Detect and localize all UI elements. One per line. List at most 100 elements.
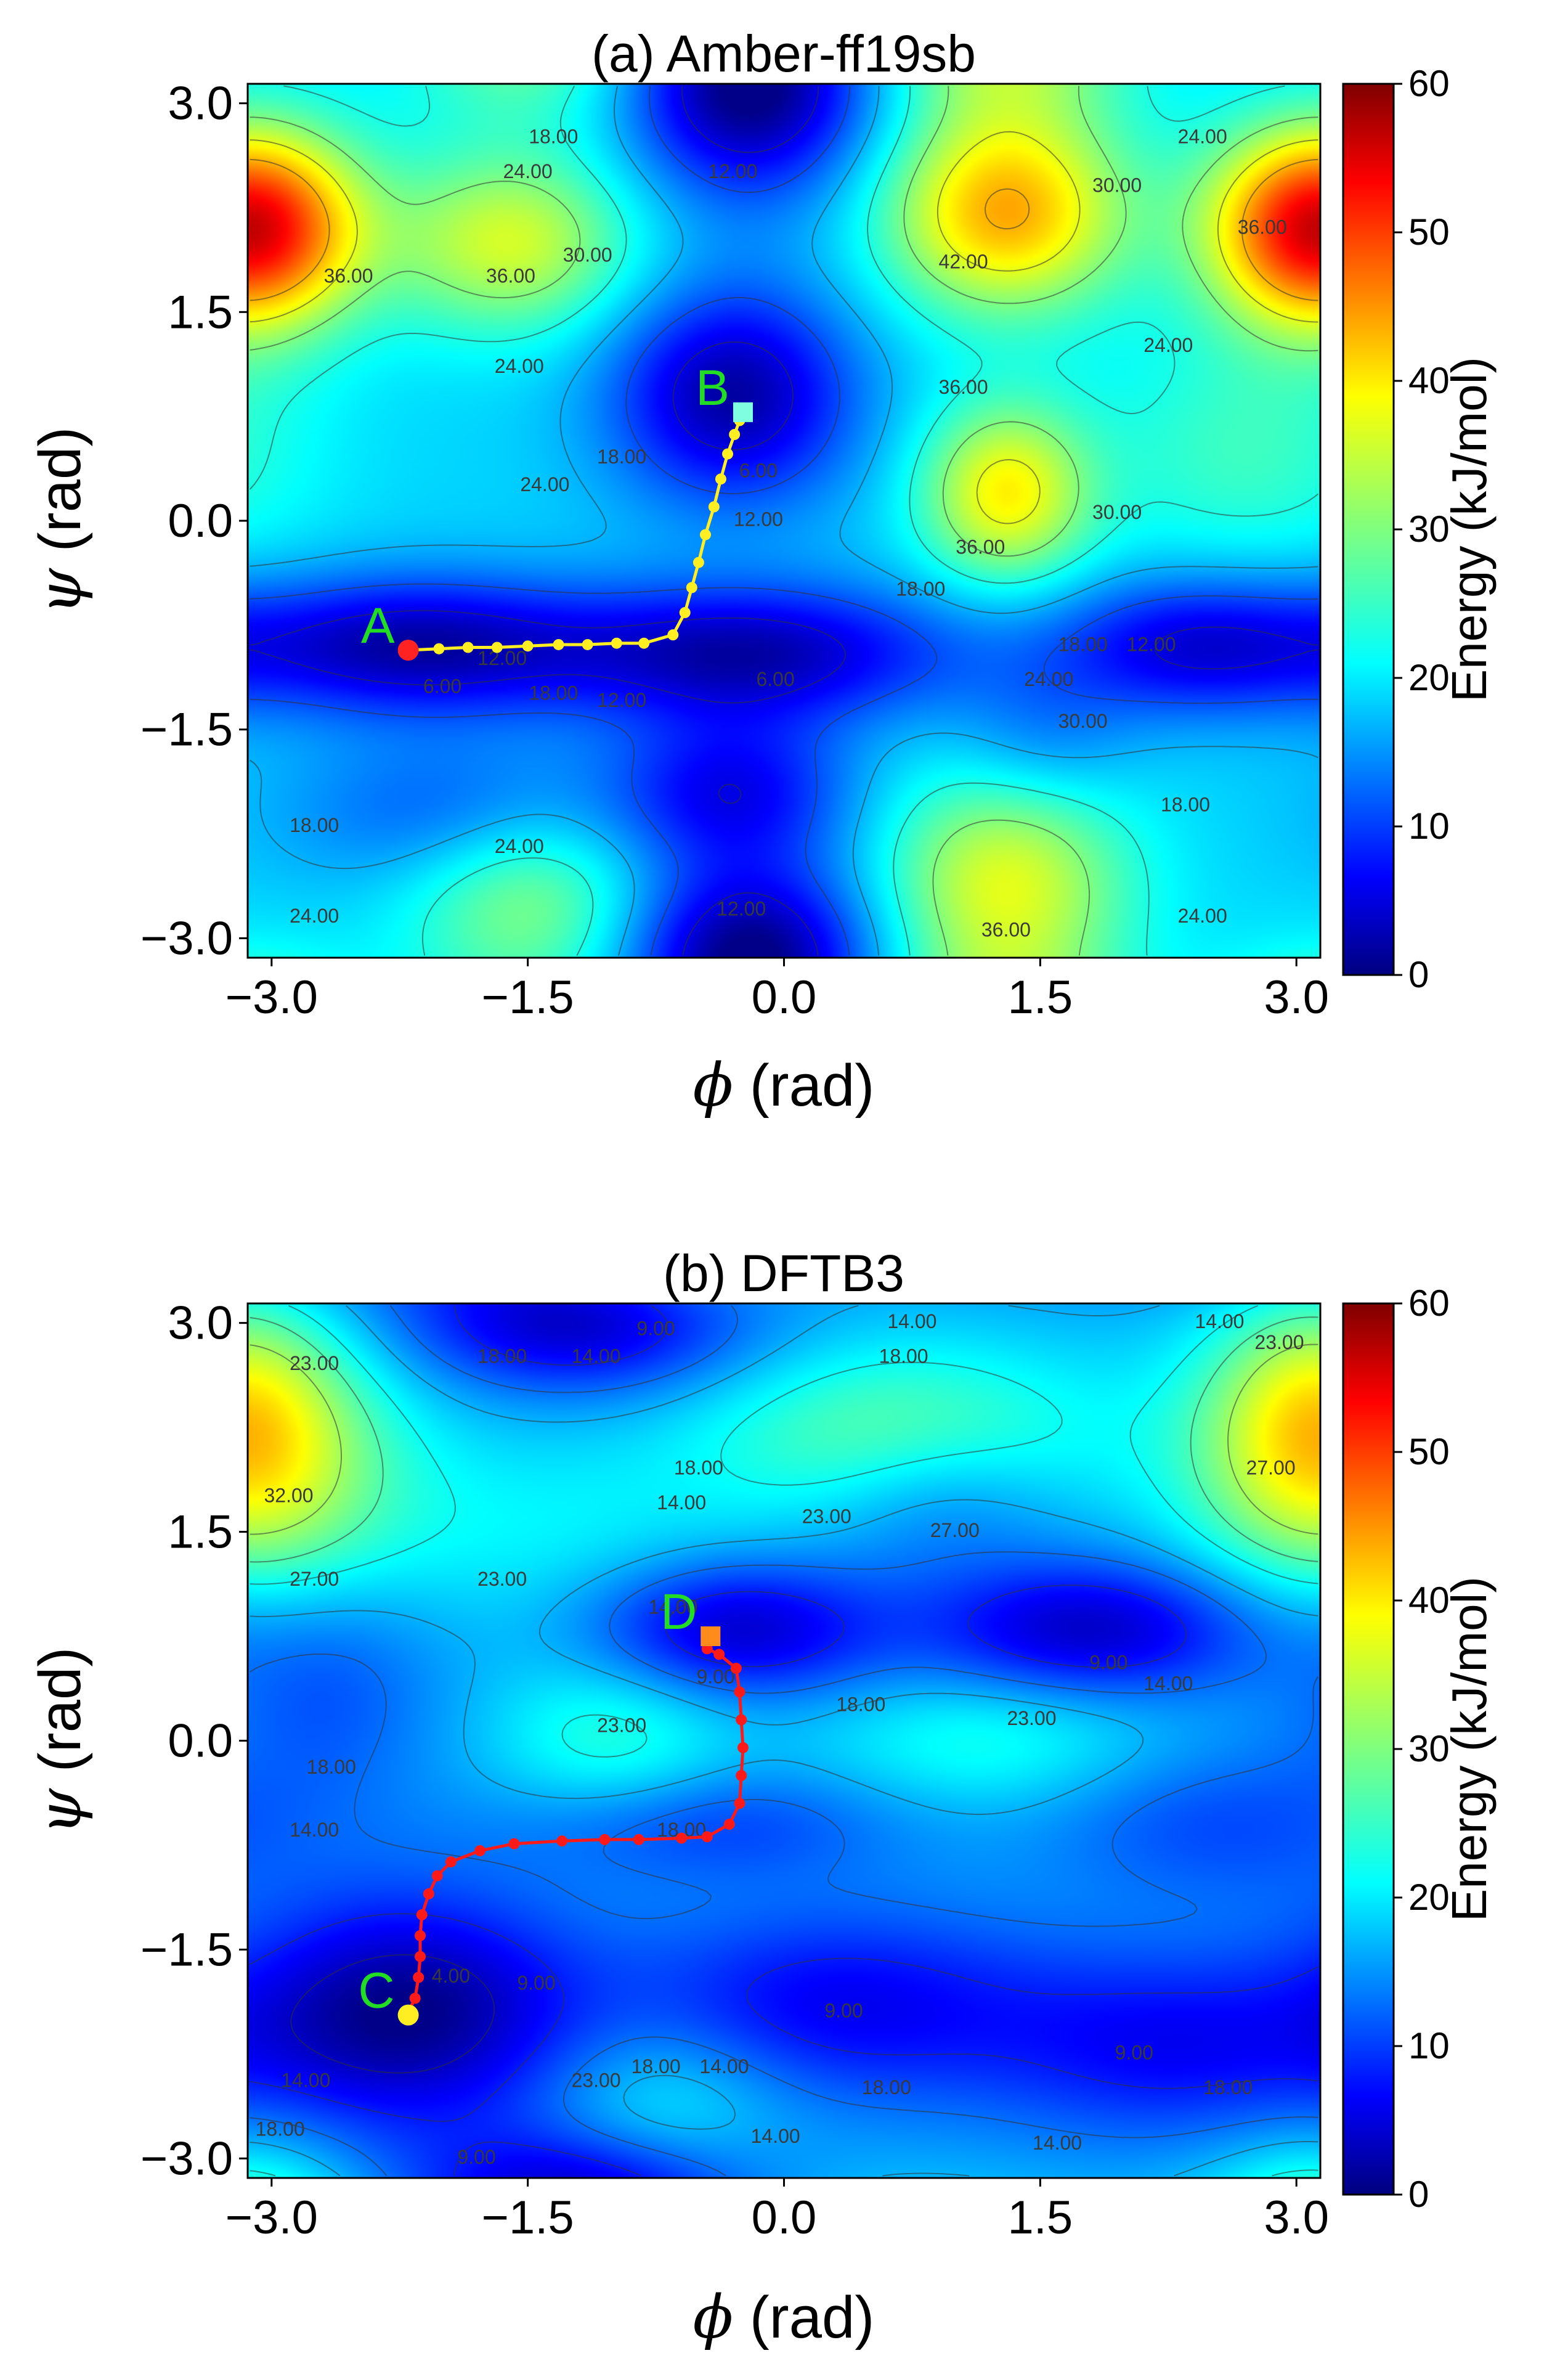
reaction-path-node <box>582 638 593 650</box>
colorbar-tick-label: 20 <box>1408 657 1450 698</box>
colorbar-tick-label: 0 <box>1408 954 1429 995</box>
colorbar-tick-label: 30 <box>1408 1728 1450 1769</box>
endpoint-marker-A <box>397 639 419 661</box>
endpoint-label-C: C <box>358 1963 394 2019</box>
contour-label: 12.00 <box>734 508 783 530</box>
panel-a-colorbar: 60 50 40 30 20 10 0 Energy (kJ/mol) <box>1342 63 1497 995</box>
contour-label: 6.00 <box>739 459 778 481</box>
contour-label: 9.00 <box>1089 1652 1127 1674</box>
contour-label: 14.00 <box>281 2069 330 2092</box>
contour-label: 12.00 <box>1127 634 1176 656</box>
contour-line <box>250 1305 1318 2177</box>
reaction-path-node <box>734 1798 745 1809</box>
contour-label: 18.00 <box>290 814 339 836</box>
panel-a-x-axis-label: ϕ (rad) <box>693 1051 875 1120</box>
contour-label: 24.00 <box>503 160 553 182</box>
reaction-path-node <box>713 1649 725 1660</box>
contour-label: 18.00 <box>256 2118 305 2140</box>
contour-label: 18.00 <box>597 446 646 468</box>
contour-label: 23.00 <box>1007 1707 1056 1729</box>
contour-label: 18.00 <box>529 682 578 704</box>
reaction-path-node <box>722 448 734 460</box>
reaction-path-node <box>491 642 503 653</box>
contour-label: 9.00 <box>824 2000 863 2022</box>
contour-label: 14.00 <box>648 1596 697 1618</box>
contour-label: 24.00 <box>495 355 544 377</box>
x-tick-label: 0.0 <box>752 2192 817 2244</box>
x-tick-label: −1.5 <box>482 971 574 1024</box>
colorbar-tick-label: 50 <box>1408 211 1450 253</box>
contour-label: 27.00 <box>930 1519 980 1541</box>
contour-label: 9.00 <box>1115 2041 1153 2063</box>
contour-label: 23.00 <box>802 1505 851 1527</box>
colorbar-tick-label: 60 <box>1408 63 1450 104</box>
contour-label: 42.00 <box>939 251 988 273</box>
endpoint-label-B: B <box>696 360 729 416</box>
panel-b: (b) DFTB3 9.00 14.00 18.00 23.00 14.00 18.00 1… <box>25 1244 1497 2352</box>
x-tick-label: −3.0 <box>225 2192 318 2244</box>
colorbar-tick-label: 50 <box>1408 1431 1450 1472</box>
reaction-path-node <box>736 1769 747 1781</box>
contour-label: 4.00 <box>432 1965 470 1987</box>
colorbar-tick-label: 10 <box>1408 2025 1450 2066</box>
reaction-path-node <box>701 1831 713 1843</box>
panel-a-title: (a) Amber-ff19sb <box>591 25 976 83</box>
contour-label: 14.00 <box>1033 2132 1082 2154</box>
panel-b-colorbar-label: Energy (kJ/mol) <box>1442 1576 1497 1922</box>
contour-label: 14.00 <box>290 1819 339 1841</box>
contour-label: 9.00 <box>636 1317 675 1339</box>
panel-b-energy-heatmap <box>248 1303 1320 2178</box>
contour-label: 18.00 <box>879 1345 928 1368</box>
contour-line <box>250 1305 1318 2177</box>
colorbar-tick-label: 40 <box>1408 360 1450 401</box>
panel-b-colorbar-ticks: 60 50 40 30 20 10 0 <box>1394 1282 1450 2215</box>
colorbar-tick-label: 10 <box>1408 805 1450 847</box>
contour-label: 14.00 <box>699 2055 749 2077</box>
reaction-path-node <box>415 1951 426 1962</box>
contour-label: 27.00 <box>290 1568 339 1590</box>
reaction-path-node <box>433 643 445 654</box>
contour-label: 18.00 <box>477 1345 527 1368</box>
panel-b-x-axis-label: ϕ (rad) <box>693 2283 875 2352</box>
y-tick-label: 0.0 <box>168 1715 233 1768</box>
contour-label: 30.00 <box>563 243 612 266</box>
y-tick-label: 3.0 <box>168 78 233 130</box>
reaction-path-node <box>409 1992 421 2004</box>
contour-label: 18.00 <box>529 126 578 148</box>
panel-b-colorbar: 60 50 40 30 20 10 0 Energy (kJ/mol) <box>1342 1282 1497 2215</box>
reaction-path-node <box>730 1663 742 1674</box>
x-tick-label: 3.0 <box>1264 2192 1329 2244</box>
panel-b-colorbar-gradient <box>1342 1302 1395 2196</box>
contour-label: 24.00 <box>520 473 569 495</box>
contour-label: 18.00 <box>1203 2076 1253 2098</box>
panel-a-contour-lines <box>249 85 1319 956</box>
panel-a-y-axis-label: ψ (rad) <box>25 427 94 615</box>
contour-label: 9.00 <box>517 1971 555 1994</box>
reaction-path-node <box>508 1838 520 1849</box>
x-tick-label: 3.0 <box>1264 971 1329 1024</box>
reaction-path-node <box>599 1833 611 1845</box>
panel-a-energy-heatmap <box>248 84 1320 958</box>
reaction-path-node <box>553 638 564 650</box>
contour-label: 24.00 <box>1024 668 1073 690</box>
y-tick-label: 1.5 <box>168 286 233 338</box>
endpoint-marker-B <box>733 402 753 422</box>
panel-b-y-axis-ticks: 3.0 1.5 0.0 −1.5 −3.0 <box>140 1297 248 2185</box>
endpoint-label-A: A <box>361 598 395 654</box>
panel-b-title: (b) DFTB3 <box>663 1244 904 1302</box>
reaction-path-node <box>423 1888 434 1900</box>
contour-label: 14.00 <box>887 1310 936 1332</box>
contour-label: 18.00 <box>1161 793 1210 815</box>
panel-b-endpoints: CD <box>358 1584 721 2026</box>
contour-line <box>249 85 1319 956</box>
x-tick-label: −1.5 <box>482 2192 574 2244</box>
endpoint-label-D: D <box>660 1584 697 1640</box>
contour-label: 23.00 <box>1254 1331 1304 1353</box>
panel-a-contour-labels: 18.00 24.00 12.00 24.00 30.00 36.00 36.00 36.00… <box>290 126 1287 941</box>
reaction-path-node <box>693 557 704 568</box>
reaction-path-node <box>679 607 691 619</box>
contour-line <box>250 86 1318 956</box>
reaction-path-node <box>522 640 534 652</box>
panel-a-colorbar-gradient <box>1342 83 1395 976</box>
